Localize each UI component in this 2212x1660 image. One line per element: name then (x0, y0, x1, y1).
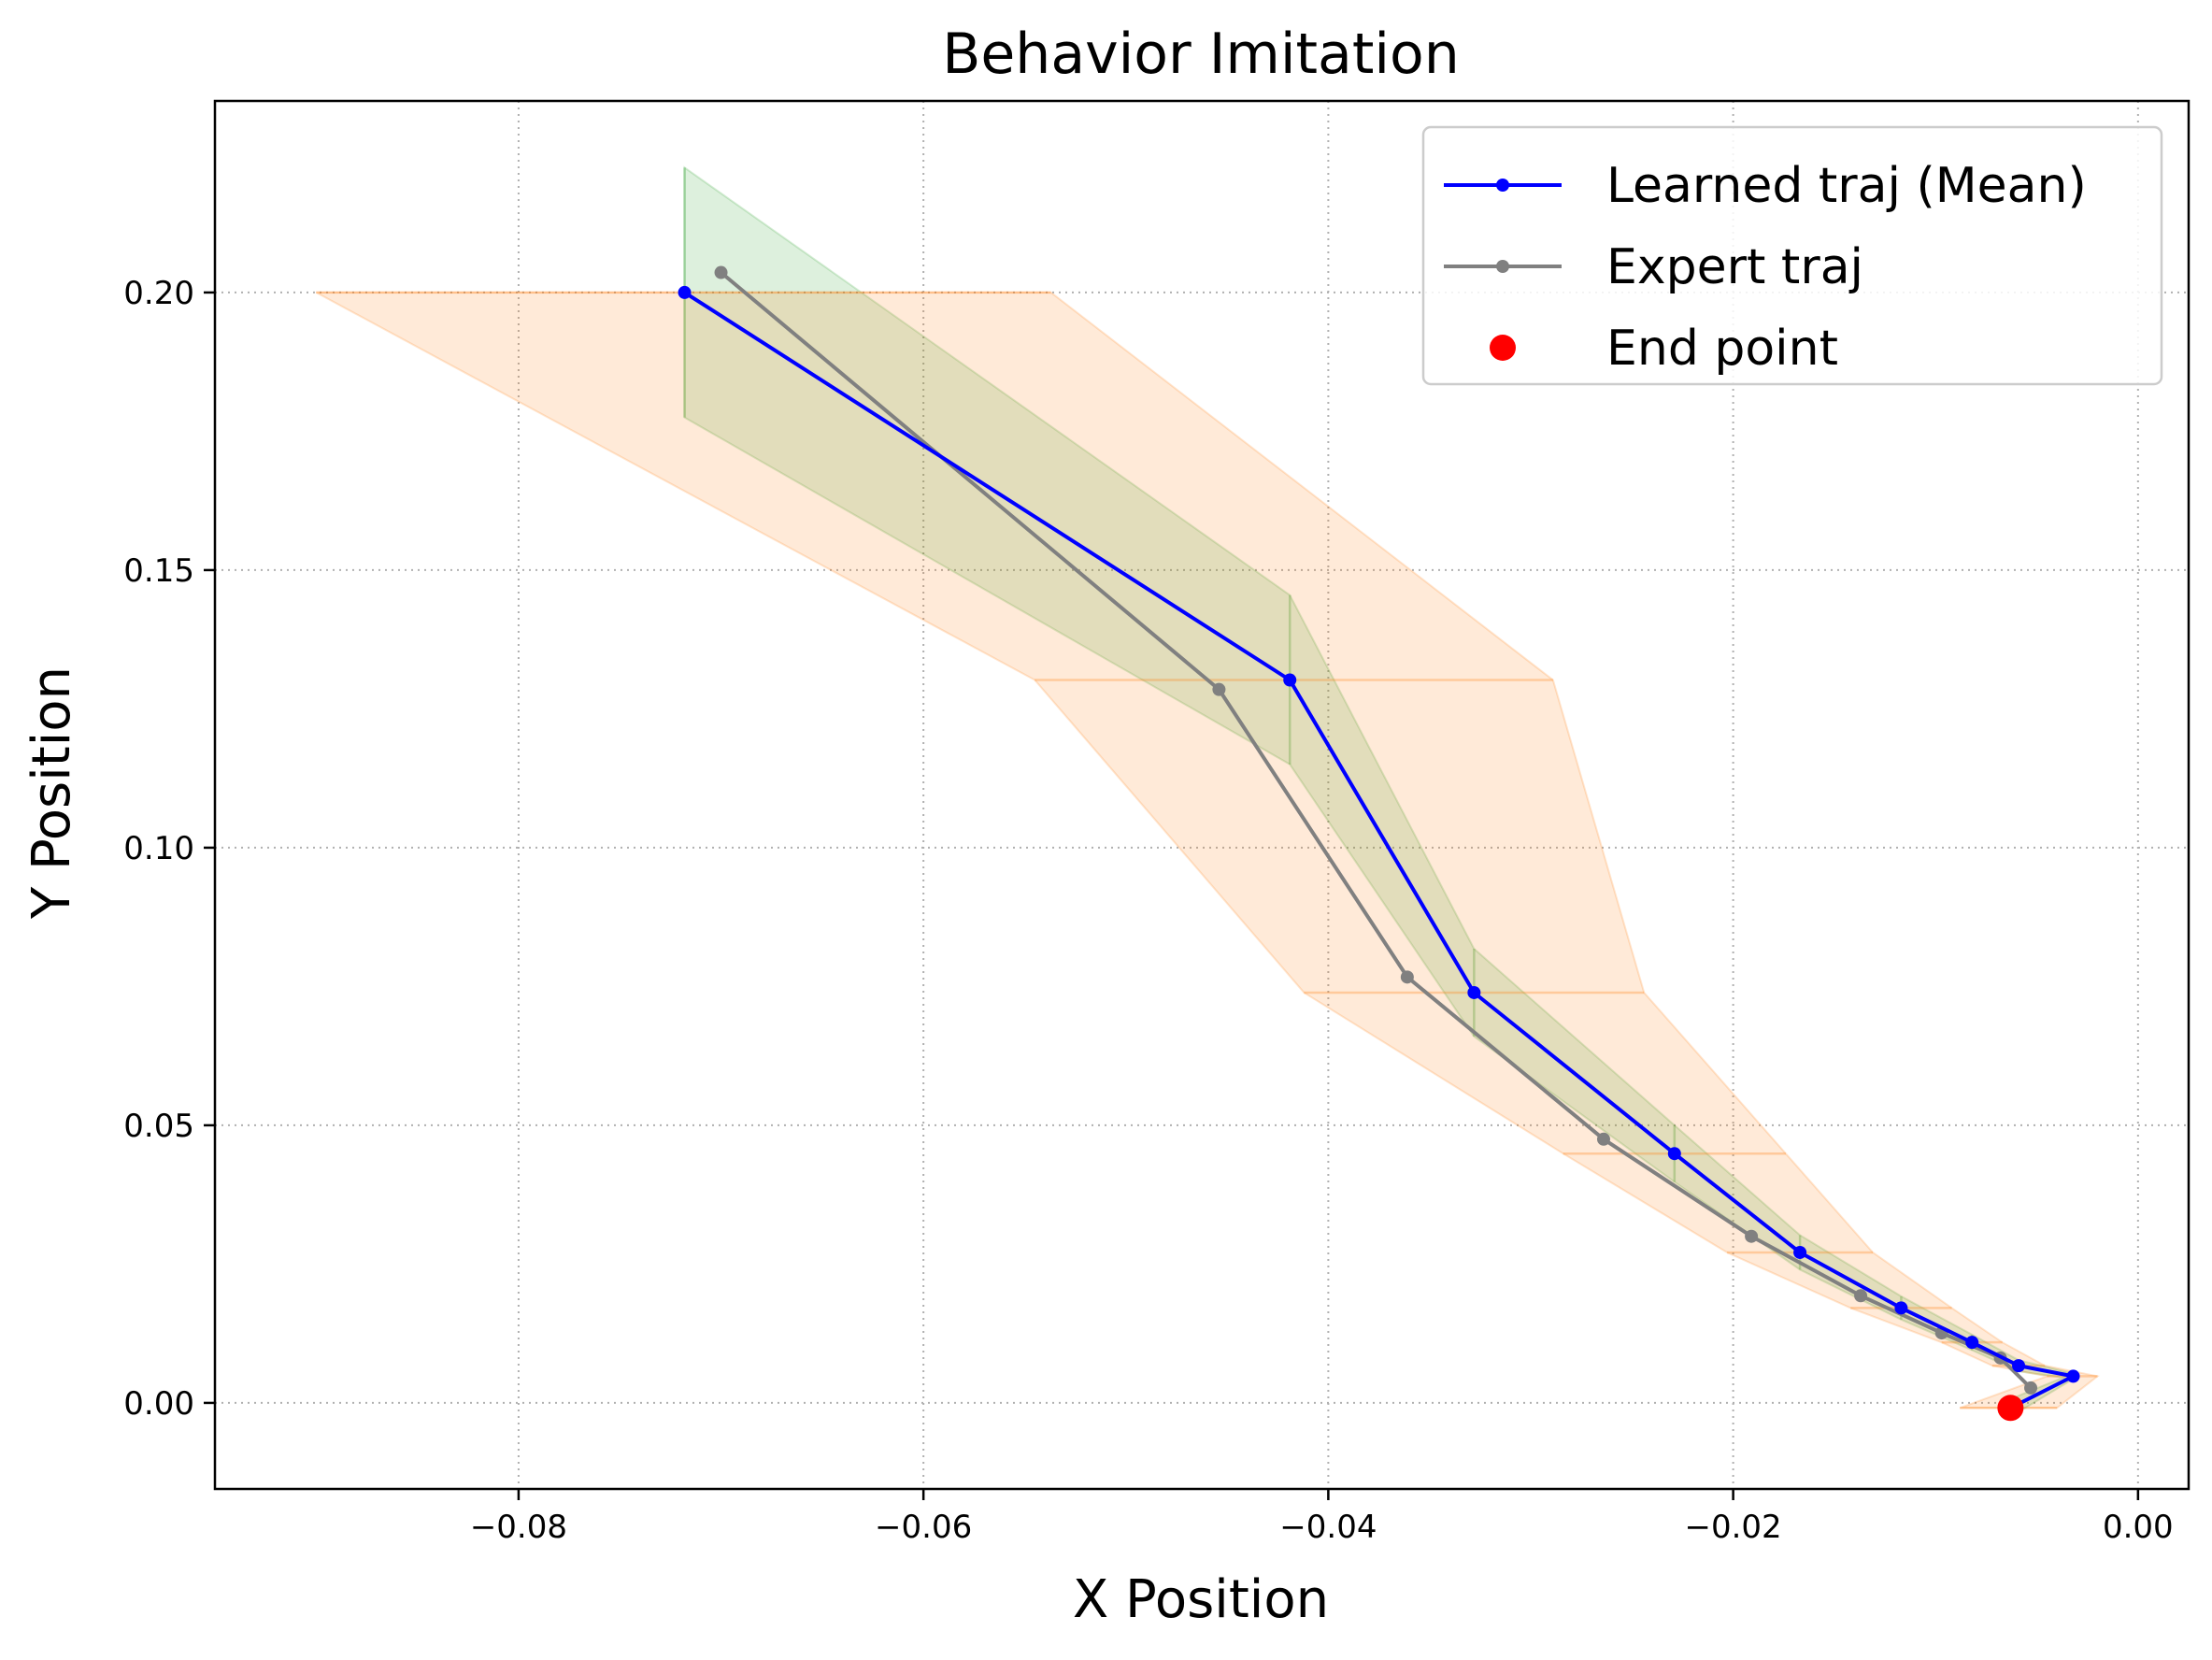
y-axis-label: Y Position (21, 666, 82, 920)
expert-point (1212, 682, 1226, 696)
learned-point (2066, 1369, 2080, 1383)
expert-point (1745, 1229, 1759, 1243)
data-layer (315, 165, 2100, 1422)
y-tick-label: 0.15 (123, 552, 194, 590)
learned-point (2012, 1359, 2026, 1373)
learned-point (1467, 985, 1481, 999)
expert-point (1596, 1132, 1610, 1146)
legend-label: Learned traj (Mean) (1606, 158, 2087, 214)
chart-title: Behavior Imitation (942, 21, 1460, 87)
learned-point (1965, 1336, 1979, 1350)
x-tick-label: −0.08 (470, 1509, 567, 1546)
legend-marker-end-point (1490, 335, 1516, 361)
x-tick-label: −0.04 (1279, 1509, 1377, 1546)
expert-point (1400, 970, 1414, 984)
legend-marker (1496, 260, 1509, 273)
legend-marker (1496, 179, 1509, 192)
legend-item: End point (1490, 321, 1838, 377)
x-axis-label: X Position (1073, 1569, 1329, 1630)
legend: Learned traj (Mean) Expert traj End point (1421, 125, 2163, 386)
legend-label: End point (1606, 321, 1838, 377)
learned-point (1667, 1147, 1681, 1161)
legend-box (1421, 125, 2163, 386)
learned-point (678, 285, 692, 299)
y-tick-label: 0.20 (123, 275, 194, 312)
y-tick-label: 0.00 (123, 1385, 194, 1423)
legend-item: Learned traj (Mean) (1444, 158, 2087, 214)
y-tick-label: 0.05 (123, 1108, 194, 1145)
expert-point (1854, 1289, 1868, 1303)
x-tick-label: 0.00 (2103, 1509, 2174, 1546)
learned-point (1283, 673, 1297, 687)
y-tick-label: 0.10 (123, 830, 194, 867)
series-line-learned (683, 291, 2076, 1410)
plot-area: −0.08 −0.06 −0.04 −0.02 0.00 0.00 0.05 0.10 0.15… (123, 99, 2191, 1546)
legend-item: Expert traj (1444, 239, 1863, 295)
uncertainty-band-2 (315, 291, 2100, 1410)
learned-point (1894, 1301, 1908, 1315)
end-point-marker (1997, 1395, 2024, 1422)
legend-label: Expert traj (1606, 239, 1863, 295)
expert-point (2024, 1381, 2038, 1395)
plot-frame (213, 99, 2191, 1491)
expert-point (714, 265, 728, 279)
x-tick-label: −0.06 (875, 1509, 972, 1546)
learned-point (1793, 1245, 1807, 1259)
x-tick-label: −0.02 (1685, 1509, 1782, 1546)
